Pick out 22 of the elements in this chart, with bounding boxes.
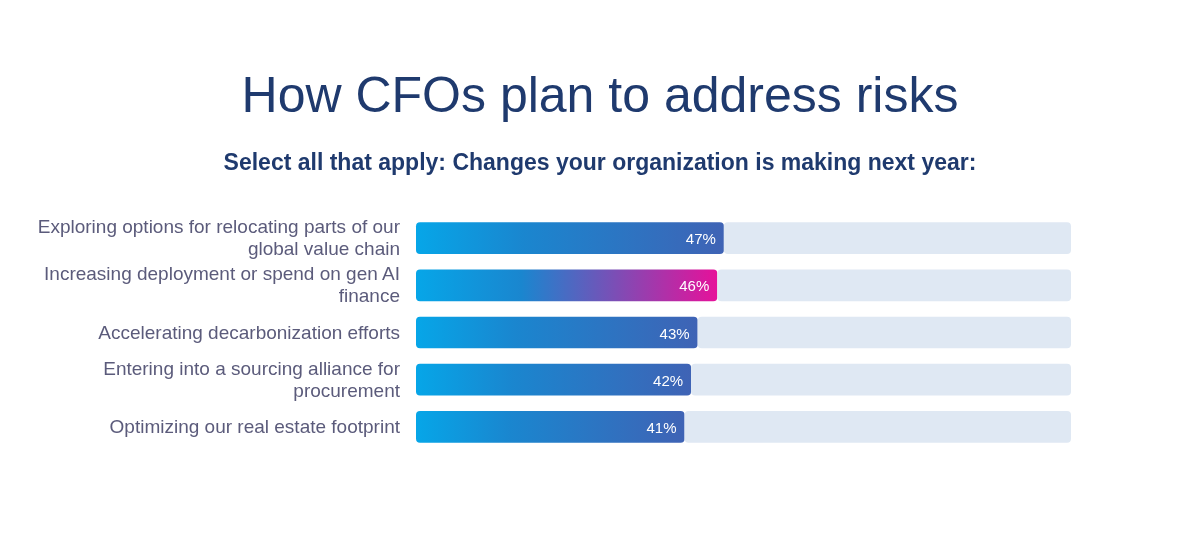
- y-tick-label: Accelerating decarbonization efforts: [98, 321, 400, 343]
- y-tick-label: Exploring options for relocating parts of our global value chain: [37, 216, 401, 260]
- data-label: 42%: [653, 371, 684, 389]
- bar: [684, 411, 1071, 443]
- data-label: 47%: [685, 230, 716, 248]
- bar: [416, 411, 685, 443]
- bar: [717, 269, 1071, 302]
- chart-subtitle: Select all that apply: Changes your organization is making next year:: [223, 149, 977, 175]
- bar: [723, 222, 1071, 254]
- bar: [416, 316, 698, 349]
- y-tick-label: Entering into a sourcing alliance for procurement: [103, 357, 401, 401]
- data-label: 43%: [659, 324, 690, 342]
- bar: [691, 363, 1071, 396]
- bar: [416, 269, 718, 302]
- data-label: 46%: [679, 277, 710, 295]
- data-label: 41%: [646, 418, 677, 436]
- y-tick-label: Increasing deployment or spend on gen AI finance: [44, 263, 400, 307]
- chart-title: How CFOs plan to address risks: [241, 67, 959, 123]
- bar: [416, 363, 692, 396]
- bar: [697, 316, 1071, 349]
- y-tick-label: Optimizing our real estate footprint: [109, 415, 401, 437]
- bar: [416, 222, 724, 254]
